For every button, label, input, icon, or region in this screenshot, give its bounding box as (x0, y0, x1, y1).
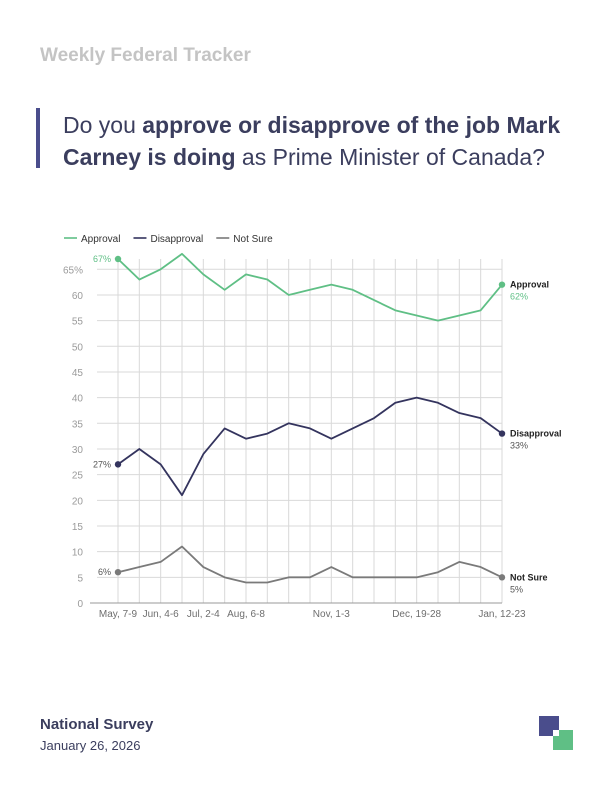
y-tick-label: 45 (72, 368, 84, 379)
data-point (498, 281, 506, 288)
footer-survey-title: National Survey (40, 716, 154, 733)
footer-date: January 26, 2026 (40, 738, 141, 753)
chart-series: 67% Approval 62% 27% Disapproval 33% 6% Not Sur… (93, 252, 562, 594)
y-tick-label: 15 (72, 522, 84, 533)
legend-label: Disapproval (150, 234, 203, 245)
series-approval: 67% Approval 62% (93, 252, 549, 322)
y-tick-label: 5 (77, 573, 83, 584)
data-point (498, 430, 506, 437)
x-tick-label: May, 7-9 (99, 609, 138, 620)
end-series-label: Not Sure (510, 572, 548, 582)
logo-square-gap (553, 730, 559, 736)
chart-grid (97, 259, 503, 604)
y-tick-label: 50 (72, 342, 84, 353)
data-point (114, 568, 122, 576)
y-tick-label: 60 (72, 291, 84, 302)
end-value-label: 5% (510, 584, 523, 594)
x-tick-label: Jan, 12-23 (478, 609, 526, 620)
question-accent-bar (36, 108, 40, 168)
x-axis: May, 7-9 Jun, 4-6 Jul, 2-4 Aug, 6-8 Nov, 1-3… (90, 602, 526, 620)
series-disapproval: 27% Disapproval 33% (93, 396, 562, 497)
y-tick-label: 35 (72, 419, 84, 430)
legend-label: Approval (81, 234, 120, 245)
y-tick-label: 25 (72, 471, 84, 482)
start-value-label: 27% (93, 459, 111, 469)
end-value-label: 62% (510, 292, 528, 302)
question-text-bold: approve or disapprove of the job Mark Ca… (63, 112, 561, 170)
y-tick-label: 10 (72, 548, 84, 559)
end-value-label: 33% (510, 441, 528, 451)
y-axis: 0 5 10 15 20 25 30 35 40 45 50 55 60 65% (63, 265, 83, 610)
question-text-post: as Prime Minister of Canada? (235, 144, 545, 170)
chart-legend: Approval Disapproval Not Sure (64, 234, 273, 245)
brand-logo-icon (539, 716, 573, 750)
approval-line-chart: Approval Disapproval Not Sure 0 5 10 15 20 25 30… (63, 234, 562, 620)
x-tick-label: Jul, 2-4 (187, 609, 220, 620)
x-tick-label: Nov, 1-3 (313, 609, 350, 620)
data-point (114, 255, 122, 263)
y-tick-label: 40 (72, 394, 84, 405)
legend-label: Not Sure (233, 234, 273, 245)
end-series-label: Disapproval (510, 429, 562, 439)
start-value-label: 67% (93, 254, 111, 264)
start-value-label: 6% (98, 567, 111, 577)
tracker-kicker: Weekly Federal Tracker (40, 45, 251, 66)
x-tick-label: Dec, 19-28 (392, 609, 441, 620)
question-text-pre: Do you (63, 112, 143, 138)
x-tick-label: Aug, 6-8 (227, 609, 265, 620)
data-point (114, 461, 122, 468)
y-tick-label: 20 (72, 496, 84, 507)
x-tick-label: Jun, 4-6 (143, 609, 180, 620)
survey-question: Do you approve or disapprove of the job … (63, 109, 583, 173)
series-not-sure: 6% Not Sure 5% (98, 545, 548, 594)
y-tick-label: 65% (63, 265, 83, 276)
end-series-label: Approval (510, 280, 549, 290)
y-tick-label: 55 (72, 317, 84, 328)
y-tick-label: 0 (77, 599, 83, 610)
data-point (498, 574, 506, 581)
y-tick-label: 30 (72, 445, 84, 456)
